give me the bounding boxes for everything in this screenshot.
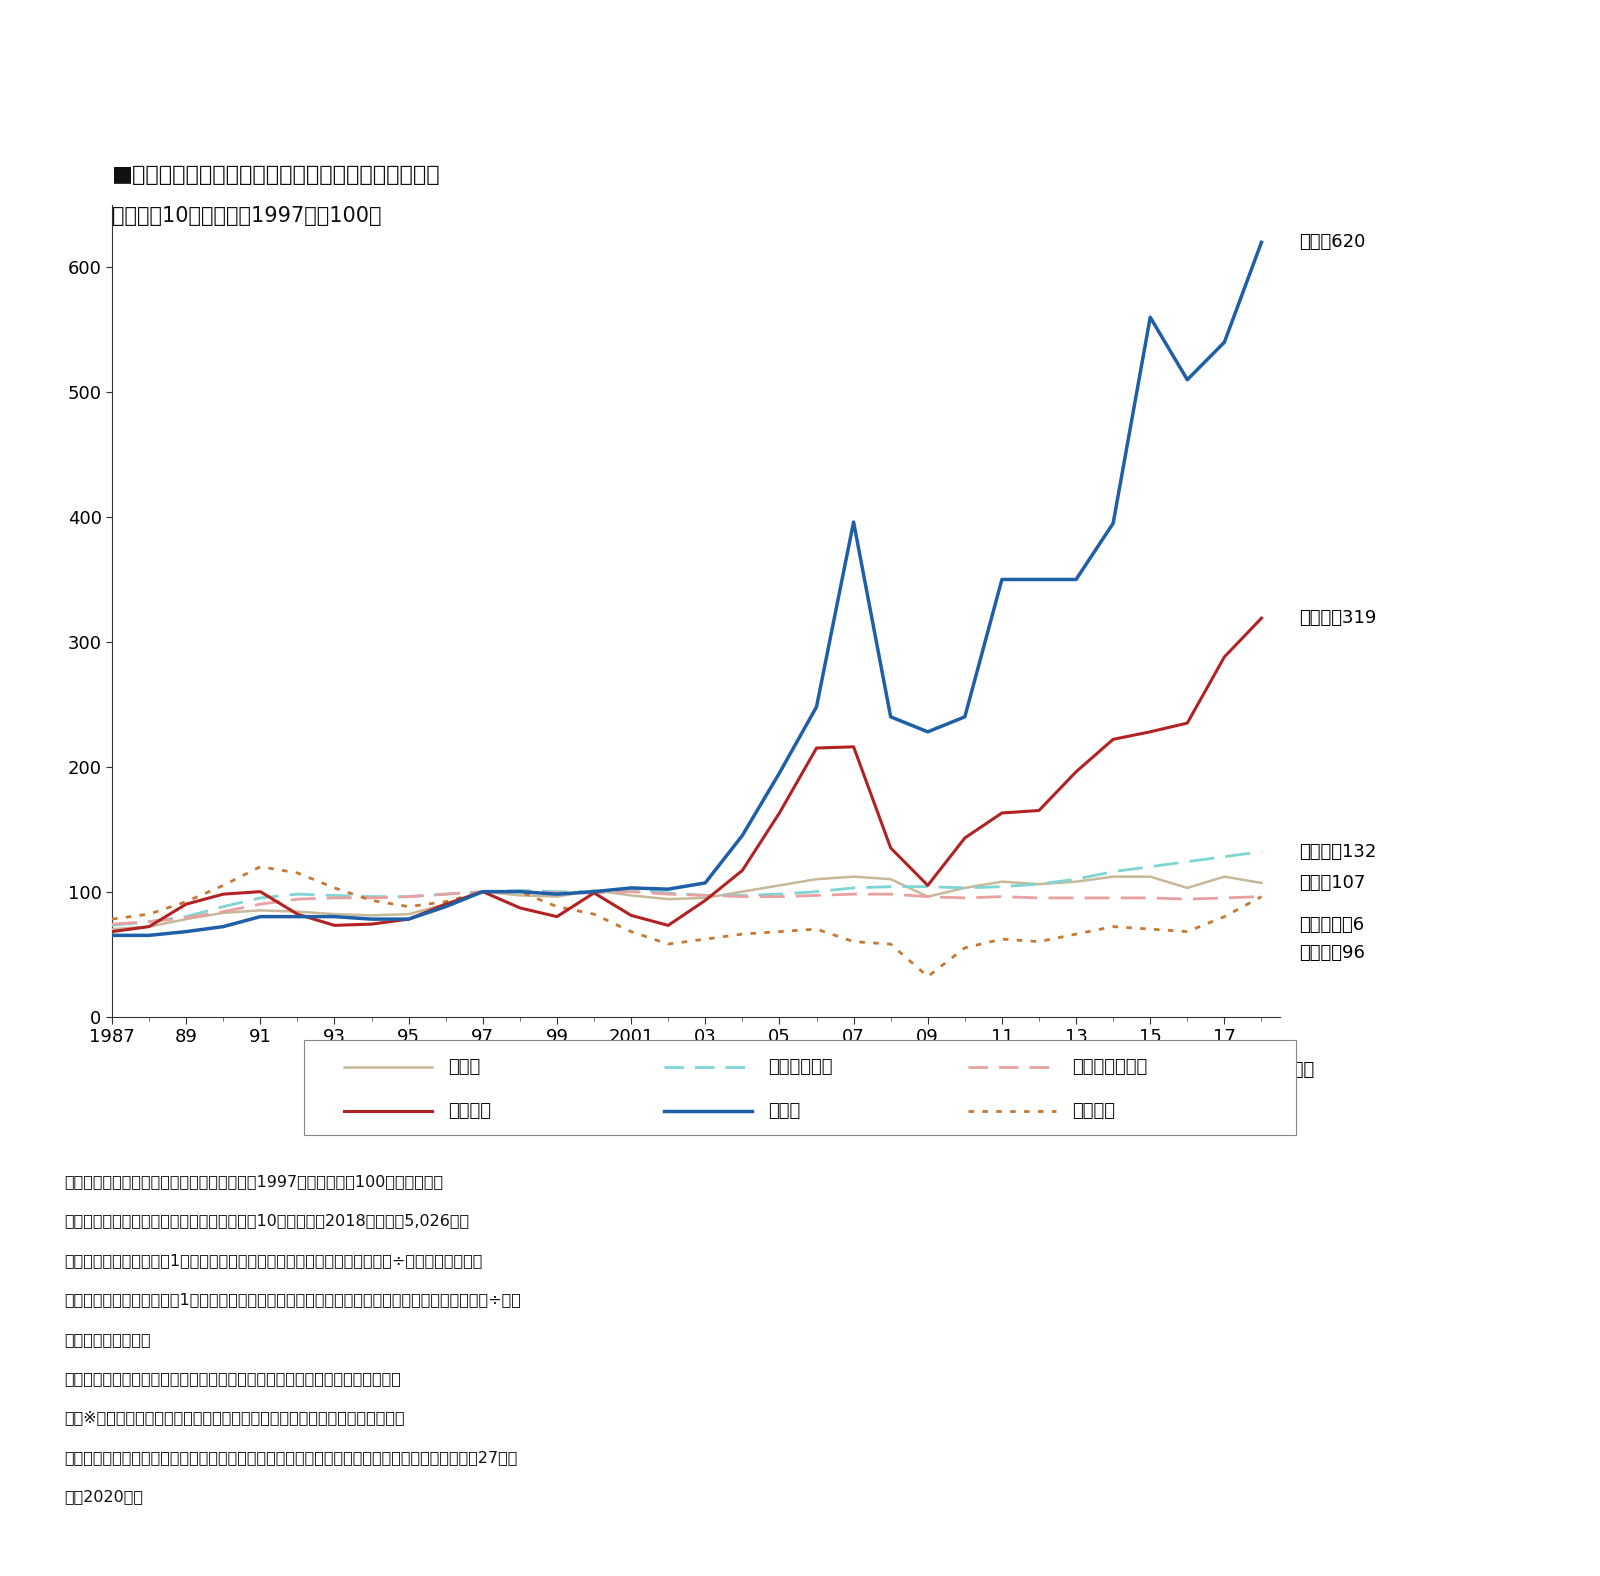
Text: 経常利益319: 経常利益319 [1299, 610, 1376, 627]
Text: 役員給与132: 役員給与132 [1299, 843, 1376, 860]
Text: （注２）全産業（除く金融保険業）、資本金10億円以上、2018年母集団5,026社。: （注２）全産業（除く金融保険業）、資本金10億円以上、2018年母集団5,026… [64, 1214, 469, 1229]
Text: （注４）平均従業員給与（1人当たりの従業員給与）＝（従業員給与＋従業員賞与＋福利厚生費）÷期中: （注４）平均従業員給与（1人当たりの従業員給与）＝（従業員給与＋従業員賞与＋福利… [64, 1292, 522, 1308]
Text: 売上高: 売上高 [448, 1057, 480, 1076]
Text: 平均従業員給与: 平均従業員給与 [1072, 1057, 1147, 1076]
Text: （資本金10億円以上、1997年：100）: （資本金10億円以上、1997年：100） [112, 206, 381, 227]
Text: 売上高107: 売上高107 [1299, 875, 1365, 892]
Text: 平均従業員数。: 平均従業員数。 [64, 1332, 150, 1347]
Text: 経常利益: 経常利益 [448, 1102, 491, 1121]
Text: （出所）相川清「法人企業統計調査に見る企業業绩の実態とリスク」『日本経営倫理学会誌』第27号、: （出所）相川清「法人企業統計調査に見る企業業绩の実態とリスク」『日本経営倫理学会… [64, 1450, 517, 1466]
Text: （注５）設備投賄＝（当期固定資産＋当期減価償却費）－（前期固定資産）。: （注５）設備投賄＝（当期固定資産＋当期減価償却費）－（前期固定資産）。 [64, 1371, 402, 1387]
Text: 配当金: 配当金 [768, 1102, 800, 1121]
Text: ※固定資産：土地、建設仮勘定、その他の有形固定資産、ソフトウェア。: ※固定資産：土地、建設仮勘定、その他の有形固定資産、ソフトウェア。 [64, 1411, 405, 1426]
Text: （年）: （年） [1282, 1061, 1315, 1080]
Text: （注１）財務省「法人企業統計調査」より、1997年をそれぞれ100として作成。: （注１）財務省「法人企業統計調査」より、1997年をそれぞれ100として作成。 [64, 1174, 443, 1190]
Text: 設備投賄: 設備投賄 [1072, 1102, 1115, 1121]
Text: 平均役員給与: 平均役員給与 [768, 1057, 832, 1076]
Text: 従業員給三6: 従業員給三6 [1299, 916, 1365, 935]
Text: 配当金620: 配当金620 [1299, 233, 1365, 251]
Text: 2020年。: 2020年。 [64, 1489, 142, 1505]
Text: 設備投賄96: 設備投賄96 [1299, 944, 1365, 963]
Text: ■売上高・給与・経常利益・配当金・設備投賄の推移: ■売上高・給与・経常利益・配当金・設備投賄の推移 [112, 165, 440, 186]
Text: （注３）平均役員給与（1人当たりの役員給与）＝（役員給与＋役員賞与）÷期中平均役員数。: （注３）平均役員給与（1人当たりの役員給与）＝（役員給与＋役員賞与）÷期中平均役… [64, 1253, 482, 1269]
